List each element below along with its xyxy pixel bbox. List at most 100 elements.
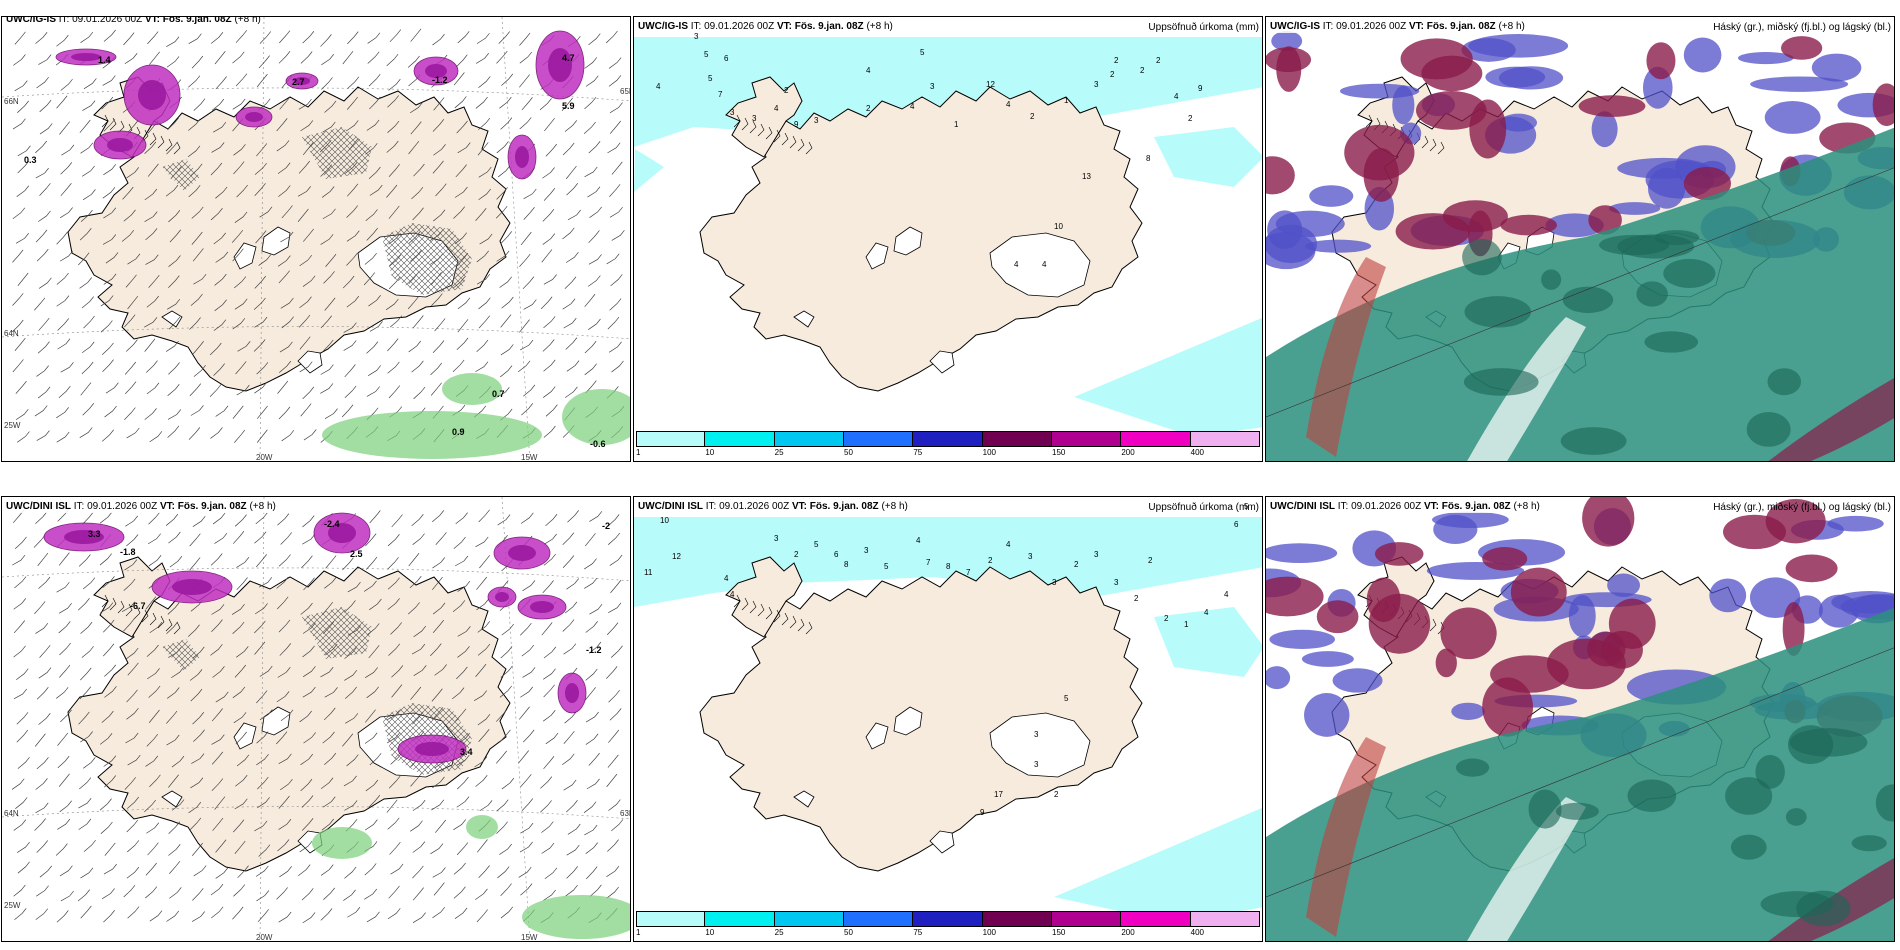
panel-header: UWC/IG-IS IT: 09.01.2026 00Z VT: Fös. 9.…: [1268, 21, 1527, 33]
precip-value: 3: [1094, 550, 1099, 559]
temp-label: 2.7: [292, 77, 305, 87]
precip-value: 8: [946, 562, 951, 571]
colorbar-swatch: [636, 431, 706, 447]
precip-value: 3: [694, 32, 699, 41]
panel-header: UWC/IG-IS IT: 09.01.2026 00Z VT: Fös. 9.…: [636, 21, 895, 33]
precip-value: 2: [1110, 70, 1115, 79]
colorbar-tick: 150: [1052, 928, 1066, 937]
precip-colorbar: 1 10 25 50 75 100 150 200 400: [636, 431, 1260, 459]
colorbar-swatch: [1121, 911, 1191, 927]
precip-value: 6: [834, 550, 839, 559]
temp-label: -6.7: [130, 601, 146, 611]
precip-value: 3: [930, 82, 935, 91]
colorbar-tick: 10: [705, 448, 715, 457]
precip-value: 2: [1134, 594, 1139, 603]
colorbar-swatch: [844, 431, 914, 447]
colorbar-swatch: [1052, 911, 1122, 927]
panel-title: Háský (gr.), miðský (fj.bl.) og lágský (…: [1713, 22, 1891, 33]
colorbar-swatch: [844, 911, 914, 927]
precip-value: 2: [1188, 114, 1193, 123]
precip-value: 6: [724, 54, 729, 63]
map-canvas: [1266, 17, 1894, 461]
colorbar-swatch: [774, 431, 844, 447]
panel-header: UWC/DINI ISL IT: 09.01.2026 00Z VT: Fös.…: [636, 501, 910, 513]
temp-label: 0.7: [492, 389, 505, 399]
precip-value: 3: [730, 108, 735, 117]
axis-label-15w: 15W: [521, 933, 538, 942]
precip-value: 4: [1224, 590, 1229, 599]
precip-value: 3: [1114, 578, 1119, 587]
precip-value: 1: [954, 120, 959, 129]
colorbar-tick: 10: [705, 928, 715, 937]
axis-label-63n: 63N: [620, 809, 630, 818]
axis-label-20w: 20W: [256, 453, 273, 462]
colorbar-tick: 100: [982, 928, 997, 937]
precip-value: 7: [926, 558, 931, 567]
precip-value: 3: [774, 534, 779, 543]
axis-label-64n: 64N: [4, 329, 19, 338]
colorbar-tick: 400: [1190, 448, 1205, 457]
panel-title: Uppsöfnuð úrkoma (mm): [1148, 502, 1259, 513]
temp-label: 4.7: [562, 53, 575, 63]
axis-label-25w: 25W: [4, 421, 21, 430]
precip-value: 2: [1030, 112, 1035, 121]
axis-label-15w: 15W: [521, 453, 538, 462]
precip-value: 4: [910, 102, 915, 111]
precip-value: 2: [1148, 556, 1153, 565]
temp-label: 0.9: [452, 427, 465, 437]
precip-value: 9: [980, 808, 985, 817]
temp-label: -2: [602, 521, 610, 531]
colorbar-tick: 25: [774, 928, 784, 937]
precip-value: 5: [884, 562, 889, 571]
axis-label-20w: 20W: [256, 933, 273, 942]
colorbar-tick: 75: [913, 448, 923, 457]
precip-value: 12: [672, 552, 681, 561]
precip-value: 4: [1006, 540, 1011, 549]
precip-value: 8: [1146, 154, 1151, 163]
colorbar-tick: 1: [636, 448, 641, 457]
precip-value: 8: [844, 560, 849, 569]
panel-temp-ig: 2.7 -1.2 5.9 4.7 1.4 0.3 0.7 0.9 -0.6 UWC/IG-IS …: [1, 16, 631, 462]
precip-value: 17: [994, 790, 1003, 799]
precip-value: 2: [1074, 560, 1079, 569]
precip-value: 4: [1174, 92, 1179, 101]
precip-value: 5: [814, 540, 819, 549]
colorbar-swatch: [705, 431, 775, 447]
axis-label-64n: 64N: [4, 809, 19, 818]
precip-value: 7: [718, 90, 723, 99]
precip-value: 2: [1114, 56, 1119, 65]
temp-label: -0.6: [590, 439, 606, 449]
precip-value: 2: [1156, 56, 1161, 65]
precip-value: 12: [986, 80, 995, 89]
panel-clouds-ig: UWC/IG-IS IT: 09.01.2026 00Z VT: Fös. 9.…: [1265, 16, 1895, 462]
temp-label: 2.5: [350, 549, 363, 559]
temp-label: -1.8: [120, 547, 136, 557]
colorbar-tick: 1: [636, 928, 641, 937]
colorbar-swatch: [913, 911, 983, 927]
precip-value: 4: [730, 590, 735, 599]
colorbar-swatch: [982, 911, 1052, 927]
colorbar-tick: 75: [913, 928, 923, 937]
precip-value: 9: [794, 120, 799, 129]
panel-precip-dini: 10 12 11 4 4 3 2 5 6 8 3 5 4 7 8 7 2 4 3 3 2 3 3 2 2 2 1 4 4 6 5 5 3 3 2 17…: [633, 496, 1263, 942]
colorbar-tick: 25: [774, 448, 784, 457]
colorbar-swatch: [1052, 431, 1122, 447]
colorbar-tick: 50: [844, 928, 853, 937]
precip-value: 4: [656, 82, 661, 91]
precip-value: 5: [1244, 502, 1249, 511]
colorbar-swatch: [636, 911, 706, 927]
colorbar-swatch: [774, 911, 844, 927]
precip-value: 4: [916, 536, 921, 545]
map-canvas: [1266, 497, 1894, 941]
colorbar-swatch: [1121, 431, 1191, 447]
panel-title: Háský (gr.), miðský (fj.bl.) og lágský (…: [1713, 502, 1891, 513]
colorbar-tick: 150: [1052, 448, 1066, 457]
axis-label-65n: 65N: [620, 87, 630, 96]
panel-header: UWC/DINI ISL IT: 09.01.2026 00Z VT: Fös.…: [1268, 501, 1542, 513]
precip-value: 10: [1054, 222, 1063, 231]
precip-value: 7: [966, 568, 971, 577]
precip-value: 3: [1034, 730, 1039, 739]
precip-value: 2: [1054, 790, 1059, 799]
